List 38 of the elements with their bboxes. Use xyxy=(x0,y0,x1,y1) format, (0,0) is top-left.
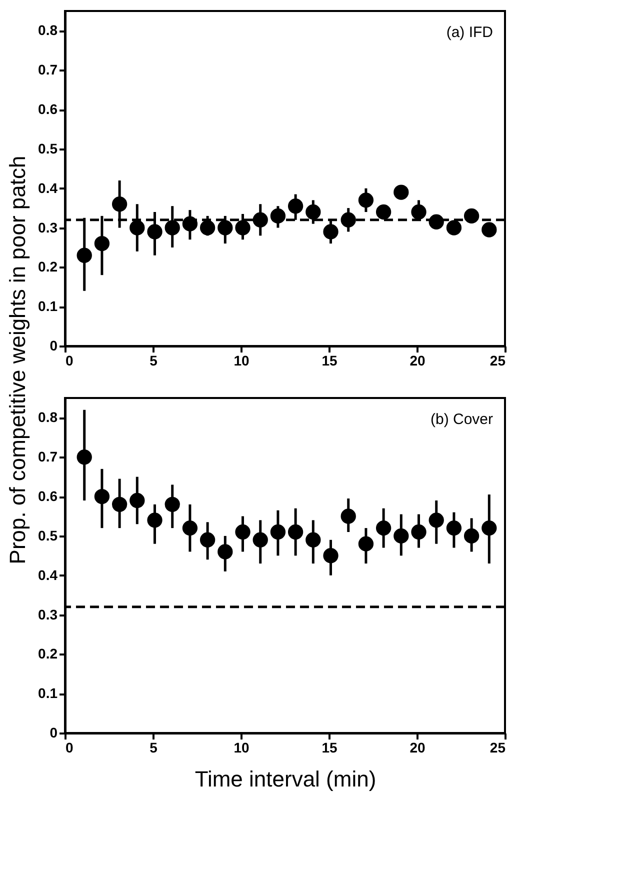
y-tick-label: 0.4 xyxy=(38,566,58,583)
x-tick-label: 25 xyxy=(490,740,506,756)
y-tick-label: 0.1 xyxy=(38,298,58,314)
x-tick-label: 5 xyxy=(150,740,158,756)
y-tick-label: 0.2 xyxy=(38,646,58,662)
point xyxy=(394,184,409,200)
x-tick-label: 0 xyxy=(66,352,74,368)
y-tick-label: 0 xyxy=(50,338,58,354)
y-axis-title: Prop. of competitive weights in poor patch xyxy=(5,156,30,564)
y-tick-label: 0.6 xyxy=(38,101,58,118)
y-tick-label: 0.5 xyxy=(38,140,58,156)
y-tick-label: 0.8 xyxy=(38,409,58,426)
point xyxy=(482,222,497,238)
y-tick-label: 0.4 xyxy=(38,180,58,196)
x-tick-label: 5 xyxy=(150,352,158,368)
y-tick-label: 0.6 xyxy=(38,488,58,504)
point xyxy=(376,204,392,220)
y-tick-label: 0.1 xyxy=(38,685,58,702)
y-tick-label: 0.7 xyxy=(38,62,58,78)
y-tick-label: 0 xyxy=(50,724,58,740)
y-tick-label: 0.3 xyxy=(38,219,58,236)
x-tick-label: 25 xyxy=(490,352,506,368)
x-tick-label: 0 xyxy=(66,740,74,756)
x-tick-label: 20 xyxy=(410,740,426,756)
y-tick-label: 0.7 xyxy=(38,448,58,465)
point xyxy=(446,220,462,236)
x-tick-label: 15 xyxy=(322,352,338,368)
y-tick-label: 0.2 xyxy=(38,258,58,275)
x-tick-label: 20 xyxy=(410,352,426,368)
x-tick-label: 10 xyxy=(234,740,250,756)
y-tick-label: 0.5 xyxy=(38,527,58,544)
annotation: (a) IFD xyxy=(446,24,494,41)
x-tick-label: 10 xyxy=(234,352,250,368)
x-tick-label: 15 xyxy=(322,740,338,756)
annotation: (b) Cover xyxy=(430,411,493,428)
x-axis-title: Time interval (min) xyxy=(194,766,376,792)
y-tick-label: 0.8 xyxy=(38,22,58,38)
y-tick-label: 0.3 xyxy=(38,606,58,622)
